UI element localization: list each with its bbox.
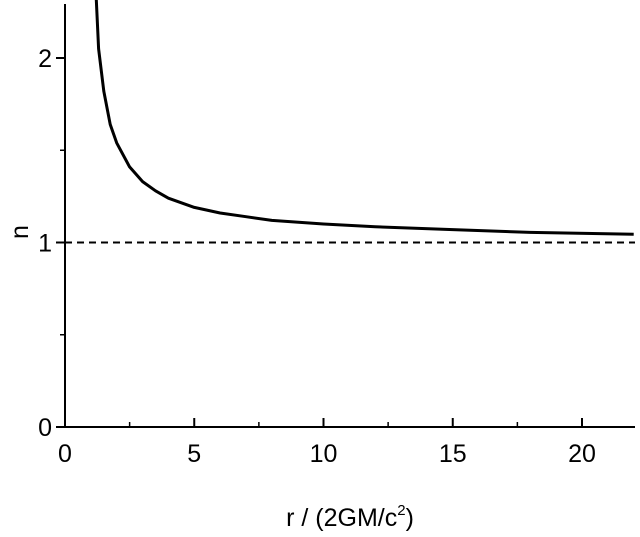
tick-labels: 0 5 10 15 20 0 1 2 bbox=[38, 45, 596, 468]
series-line bbox=[94, 0, 634, 236]
plot-area bbox=[65, 0, 635, 244]
y-tick-label: 0 bbox=[38, 414, 52, 442]
x-tick-label: 5 bbox=[187, 440, 201, 468]
y-tick-label: 2 bbox=[38, 45, 52, 73]
y-tick-label: 1 bbox=[38, 230, 52, 258]
x-tick-label: 20 bbox=[568, 440, 596, 468]
x-axis-title: r / (2GM/c2) bbox=[286, 502, 414, 532]
x-tick-label: 15 bbox=[439, 440, 467, 468]
x-tick-label: 10 bbox=[310, 440, 338, 468]
y-axis-title: n bbox=[6, 225, 34, 239]
x-tick-label: 0 bbox=[58, 440, 72, 468]
